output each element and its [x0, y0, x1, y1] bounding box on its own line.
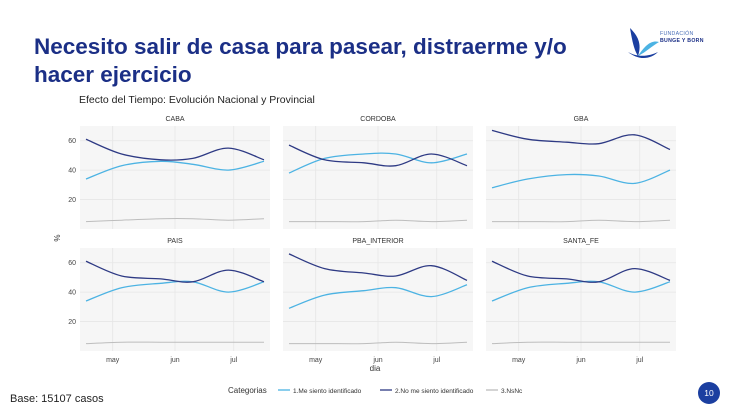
slide-title: Necesito salir de casa para pasear, dist…	[34, 34, 567, 87]
x-tick-label: jul	[432, 357, 440, 364]
logo-line2: BUNGE Y BORN	[660, 37, 704, 44]
series-line-1	[491, 169, 671, 189]
chart-subtitle: Efecto del Tiempo: Evolución Nacional y …	[79, 94, 315, 106]
fundacion-wave-logo-icon	[628, 28, 659, 58]
series-line-1	[288, 284, 468, 309]
series-line-2	[491, 129, 671, 151]
x-tick-label: may	[309, 357, 323, 364]
facet-title: CORDOBA	[360, 116, 396, 123]
x-tick-label: jun	[169, 357, 179, 364]
y-tick-label: 60	[68, 260, 76, 267]
legend-label: 1.Me siento identificado	[293, 388, 362, 395]
fundacion-logo: FUNDACIÓN BUNGE Y BORN	[626, 22, 708, 62]
base-note: Base: 15107 casos	[10, 393, 104, 405]
x-tick-label: jun	[372, 357, 382, 364]
x-tick-label: jul	[635, 357, 643, 364]
series-line-3	[491, 219, 671, 223]
y-tick-label: 20	[68, 319, 76, 326]
y-tick-label: 40	[68, 168, 76, 175]
facet-title: GBA	[574, 116, 589, 123]
page-number-badge: 10	[698, 382, 720, 404]
facet-panel: GBA	[486, 116, 676, 229]
y-tick-label: 60	[68, 138, 76, 145]
series-line-2	[491, 260, 671, 283]
facet-panel: CABA 20 40 60	[68, 116, 270, 229]
x-tick-label: jun	[575, 357, 585, 364]
series-line-3	[288, 341, 468, 345]
facet-title: SANTA_FE	[563, 238, 599, 245]
y-tick-label: 40	[68, 290, 76, 297]
series-line-2	[85, 138, 265, 161]
series-line-2	[288, 253, 468, 281]
x-tick-label: jul	[229, 357, 237, 364]
series-line-3	[85, 218, 265, 223]
facet-title: CABA	[165, 116, 184, 123]
series-line-3	[85, 341, 264, 345]
x-tick-label: may	[106, 357, 120, 364]
facet-panel: CORDOBA	[283, 116, 473, 229]
legend-label: 2.No me siento identificado	[395, 388, 474, 395]
logo-line1: FUNDACIÓN	[660, 31, 694, 37]
legend: Categorias 1.Me siento identificado 2.No m…	[228, 386, 523, 395]
y-axis-label: %	[53, 234, 62, 241]
x-tick-label: may	[512, 357, 526, 364]
x-axis-label: dia	[370, 364, 381, 373]
series-line-2	[288, 144, 468, 167]
series-line-3	[288, 219, 468, 223]
facet-panel: PAIS 20 40 60 may jun jul	[68, 238, 270, 364]
legend-label: 3.NsNc	[501, 388, 523, 395]
series-line-1	[85, 160, 265, 180]
facet-title: PBA_INTERIOR	[352, 238, 403, 245]
legend-title: Categorias	[228, 386, 267, 395]
facet-title: PAIS	[167, 238, 183, 245]
y-tick-label: 20	[68, 197, 76, 204]
series-line-3	[491, 341, 670, 345]
series-line-2	[85, 260, 265, 283]
